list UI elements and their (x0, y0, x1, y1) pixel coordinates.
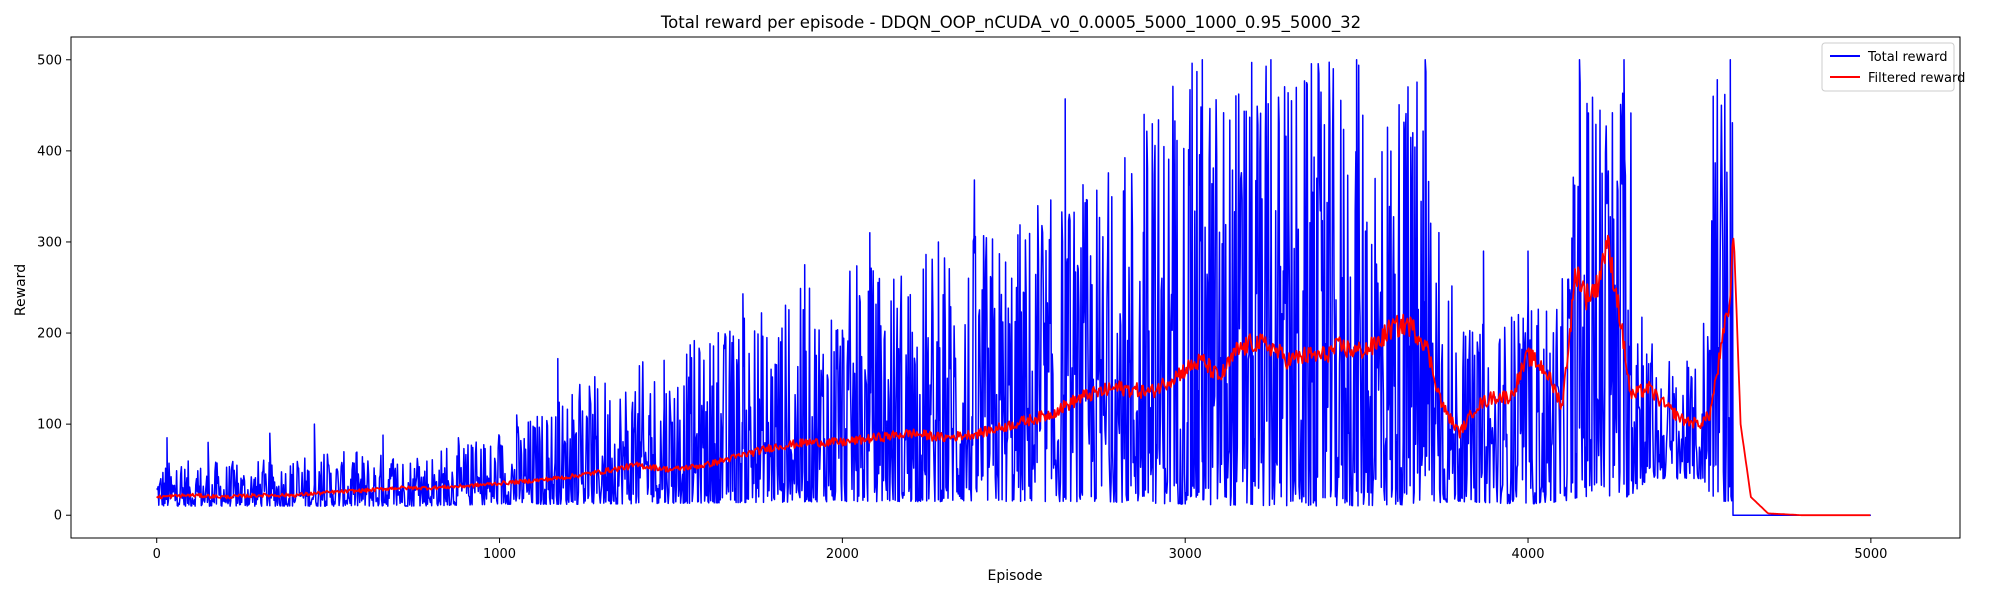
x-tick-label: 0 (153, 547, 161, 562)
legend-label-filtered: Filtered reward (1868, 71, 1965, 86)
y-axis: 0 100 200 300 400 500 (37, 53, 71, 524)
x-tick-label: 4000 (1511, 547, 1544, 562)
chart-title: Total reward per episode - DDQN_OOP_nCUD… (660, 13, 1361, 33)
legend-label-total: Total reward (1867, 50, 1948, 65)
x-tick-label: 5000 (1854, 547, 1887, 562)
y-tick-label: 0 (54, 509, 62, 524)
x-tick-label: 2000 (826, 547, 859, 562)
y-tick-label: 300 (37, 235, 62, 250)
filtered-reward-series (156, 234, 1871, 517)
y-tick-label: 100 (37, 418, 62, 433)
y-axis-label: Reward (13, 264, 29, 316)
total-reward-line (156, 59, 1871, 516)
plot-area (156, 59, 1871, 517)
plot-frame (70, 36, 1961, 539)
filtered-reward-line (156, 234, 1871, 517)
x-tick-label: 1000 (483, 547, 516, 562)
x-tick-label: 3000 (1169, 547, 1202, 562)
total-reward-series (156, 59, 1871, 516)
x-axis-label: Episode (988, 568, 1043, 584)
y-tick-label: 200 (37, 327, 62, 342)
y-tick-label: 400 (37, 144, 62, 159)
y-tick-label: 500 (37, 53, 62, 68)
legend: Total reward Filtered reward (1821, 42, 1965, 92)
x-axis: 0 1000 2000 3000 4000 5000 (153, 538, 1887, 562)
